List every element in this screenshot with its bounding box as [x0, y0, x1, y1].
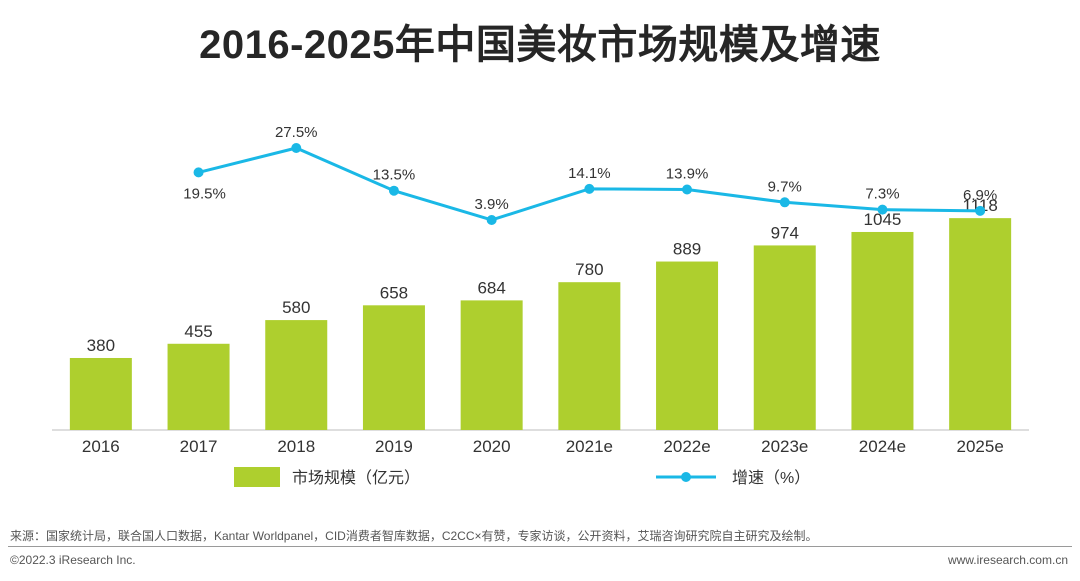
growth-point [486, 214, 497, 225]
chart-title: 2016-2025年中国美妆市场规模及增速 [199, 23, 881, 67]
bar-2025e [949, 218, 1012, 430]
x-tick-label: 2025e [957, 437, 1004, 456]
growth-label: 13.5% [373, 167, 416, 184]
x-tick-label: 2024e [859, 437, 906, 456]
growth-point [975, 205, 986, 216]
legend-line-label: 增速（%） [732, 469, 810, 487]
bar-2023e [753, 245, 816, 430]
website: www.iresearch.com.cn [947, 553, 1068, 567]
growth-point [388, 185, 399, 196]
copyright: ©2022.3 iResearch Inc. [10, 553, 136, 567]
growth-point [584, 183, 595, 194]
bar-value-label: 580 [282, 298, 310, 317]
bar-value-label: 780 [575, 260, 603, 279]
x-tick-label: 2017 [180, 437, 218, 456]
bar-value-label: 380 [87, 336, 115, 355]
growth-point [877, 204, 888, 215]
growth-label: 3.9% [475, 196, 509, 213]
growth-label: 14.1% [568, 165, 611, 182]
growth-label: 27.5% [275, 124, 318, 141]
bar-2020 [460, 300, 523, 430]
chart: 380 2016 455 2017 580 2018 658 2019 684 2020 780 20… [52, 124, 1029, 487]
growth-label: 9.7% [768, 178, 802, 195]
bar-value-label: 455 [184, 322, 212, 341]
growth-label: 13.9% [666, 165, 709, 182]
x-tick-label: 2021e [566, 437, 613, 456]
growth-point [193, 167, 204, 178]
x-tick-label: 2023e [761, 437, 808, 456]
bar-2017 [167, 343, 230, 430]
growth-point [682, 184, 693, 195]
bar-2018 [265, 320, 328, 430]
bar-2022e [656, 261, 719, 430]
growth-point [779, 197, 790, 208]
x-tick-label: 2022e [663, 437, 710, 456]
bar-value-label: 889 [673, 240, 701, 259]
legend-bar-swatch [234, 467, 280, 487]
bar-2019 [362, 305, 425, 430]
bar-2021e [558, 282, 621, 430]
bar-2024e [851, 231, 914, 430]
growth-point [291, 143, 302, 153]
x-tick-label: 2018 [277, 437, 315, 456]
legend-bar-label: 市场规模（亿元） [292, 469, 420, 487]
bar-2016 [69, 357, 132, 430]
source-note: 来源：国家统计局，联合国人口数据，Kantar Worldpanel，CID消费… [10, 529, 818, 543]
growth-label: 6.9% [963, 187, 997, 204]
bar-value-label: 684 [477, 278, 505, 297]
x-tick-label: 2016 [82, 437, 120, 456]
growth-label: 19.5% [183, 185, 226, 202]
growth-label: 7.3% [865, 186, 899, 203]
bar-value-label: 1045 [864, 210, 902, 229]
legend-line-marker [681, 472, 691, 482]
bar-value-label: 658 [380, 283, 408, 302]
x-tick-label: 2019 [375, 437, 413, 456]
bar-value-label: 974 [771, 223, 799, 242]
footer-divider [8, 546, 1072, 547]
x-tick-label: 2020 [473, 437, 511, 456]
